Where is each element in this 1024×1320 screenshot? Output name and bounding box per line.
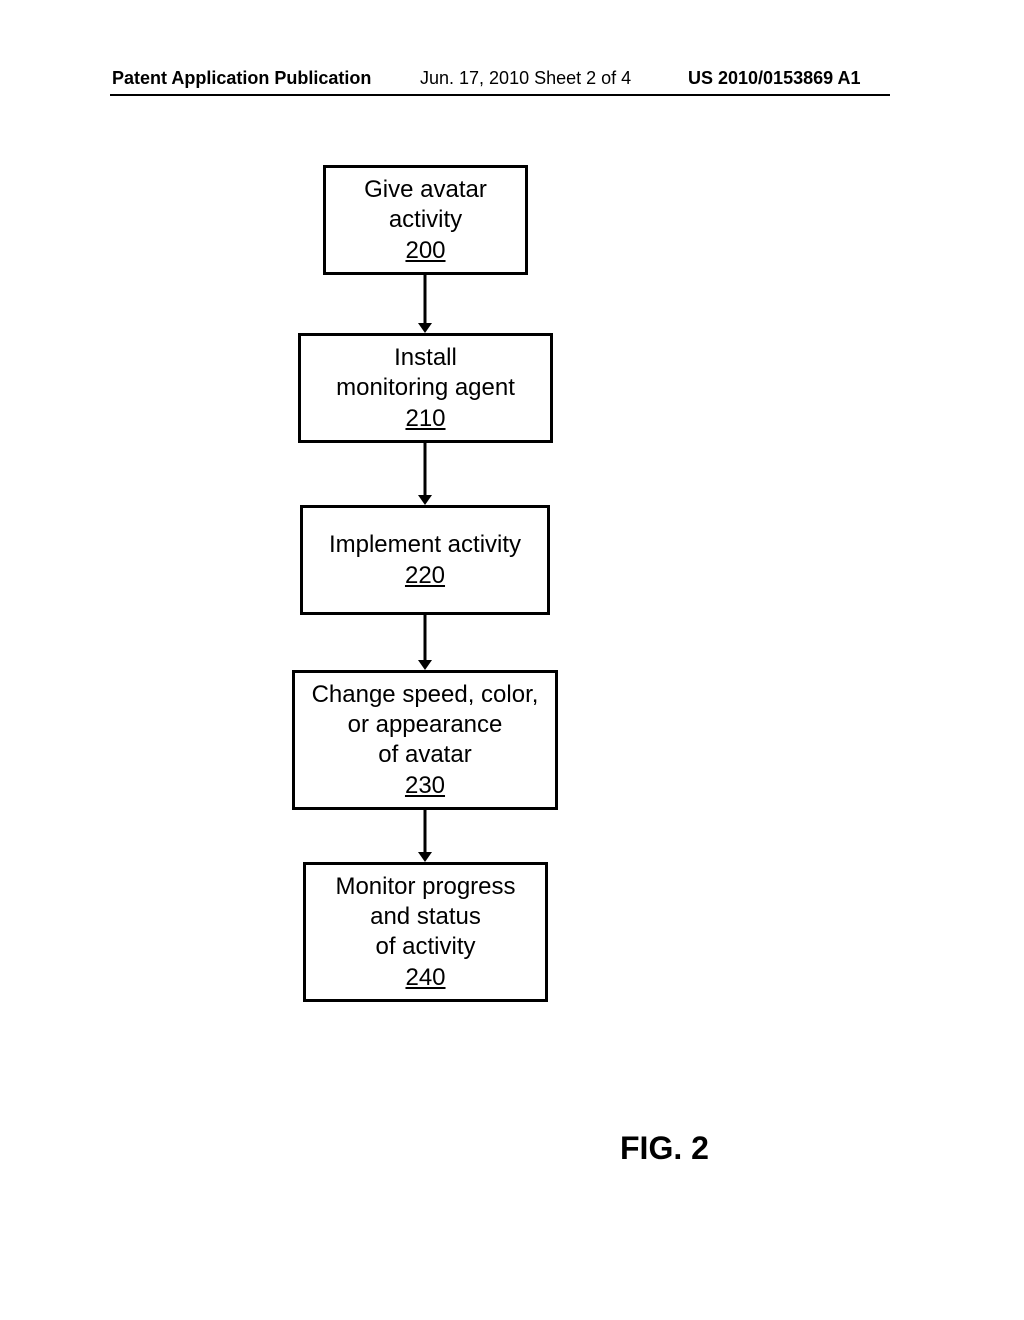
arrowhead-icon [418,660,432,670]
flow-node-ref-210: 210 [405,405,445,433]
arrowhead-icon [418,323,432,333]
flow-node-ref-200: 200 [405,237,445,265]
figure-label: FIG. 2 [620,1130,709,1167]
flow-node-220: Implement activity220 [300,505,550,615]
flow-node-ref-220: 220 [405,562,445,590]
flow-node-text-230: Change speed, color,or appearanceof avat… [312,680,539,770]
flow-node-ref-240: 240 [405,964,445,992]
arrowhead-icon [418,852,432,862]
flow-node-text-240: Monitor progressand statusof activity [335,872,515,962]
flow-node-210: Installmonitoring agent210 [298,333,553,443]
flow-node-230: Change speed, color,or appearanceof avat… [292,670,558,810]
flow-node-ref-230: 230 [405,772,445,800]
flow-node-240: Monitor progressand statusof activity240 [303,862,548,1002]
flow-node-text-210: Installmonitoring agent [336,343,515,403]
flow-node-text-200: Give avataractivity [364,175,487,235]
flowchart: Give avataractivity200 Installmonitoring … [0,0,1024,1320]
flow-node-text-220: Implement activity [329,530,521,560]
arrowhead-icon [418,495,432,505]
flow-node-200: Give avataractivity200 [323,165,528,275]
patent-page: Patent Application Publication Jun. 17, … [0,0,1024,1320]
